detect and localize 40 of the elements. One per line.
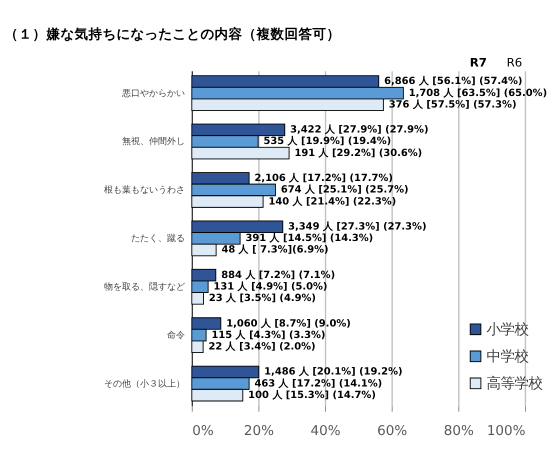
- x-tick-label: 20%: [244, 423, 274, 440]
- data-label: 376 人 [57.5%] (57.3%): [388, 98, 516, 110]
- data-label: 1,486 人 [20.1%] (19.2%): [264, 366, 403, 378]
- text: R7: [470, 55, 487, 70]
- y-tick-label: 無視、仲間外し: [122, 136, 186, 148]
- x-tick-label: 100%: [486, 423, 526, 440]
- y-tick-label: 根も葉もないうわさ: [104, 184, 186, 196]
- x-tick-label: 40%: [310, 423, 341, 440]
- data-label: 115 人 [4.3%] (3.3%): [212, 328, 326, 341]
- data-label: 140 人 [21.4%] (22.3%): [268, 195, 396, 208]
- y-tick-label: たたく、蹴る: [131, 233, 186, 244]
- chart-title: （１）嫌な気持ちになったことの内容（複数回答可）: [4, 25, 340, 42]
- data-label: 884 人 [7.2%] (7.1%): [221, 268, 336, 281]
- data-label: 391 人 [14.5%] (14.3%): [246, 232, 374, 244]
- data-label: 191 人 [29.2%] (30.6%): [294, 146, 422, 159]
- legend-label: 高等学校: [486, 376, 542, 392]
- data-label: 100 人 [15.3%] (14.7%): [248, 388, 376, 401]
- x-tick-label: 60%: [377, 423, 408, 440]
- data-label: 1,708 人 [63.5%] (65.0%): [408, 86, 548, 99]
- y-tick-label: 悪口やからかい: [121, 88, 186, 99]
- data-label: 535 人 [19.9%] (19.4%): [264, 135, 392, 148]
- x-tick-label: 0%: [192, 423, 214, 440]
- legend-label: 中学校: [486, 348, 528, 365]
- y-tick-label: その他（小３以上）: [104, 378, 186, 390]
- data-label: 48 人 [ 7.3%](6.9%): [222, 244, 329, 256]
- y-tick-label: 命令: [167, 330, 186, 341]
- data-label: 463 人 [17.2%] (14.1%): [254, 377, 382, 390]
- data-label: 3,349 人 [27.3%] (27.3%): [288, 220, 426, 232]
- data-label: 131 人 [4.9%] (5.0%): [214, 280, 328, 292]
- text: R6: [506, 55, 522, 70]
- y-tick-label: 物を取る、隠すなど: [104, 281, 186, 292]
- data-label: 6,866 人 [56.1%] (57.4%): [384, 75, 522, 88]
- data-label: 674 人 [25.1%] (25.7%): [280, 184, 409, 196]
- data-label: 1,060 人 [8.7%] (9.0%): [226, 317, 351, 330]
- data-label: 3,422 人 [27.9%] (27.9%): [290, 124, 428, 136]
- data-label: 22 人 [3.4%] (2.0%): [208, 340, 316, 352]
- legend-label: 小学校: [486, 322, 528, 338]
- data-label: 2,106 人 [17.2%] (17.7%): [254, 172, 393, 184]
- data-label: 23 人 [3.5%] (4.9%): [208, 292, 316, 304]
- x-tick-label: 80%: [444, 423, 474, 440]
